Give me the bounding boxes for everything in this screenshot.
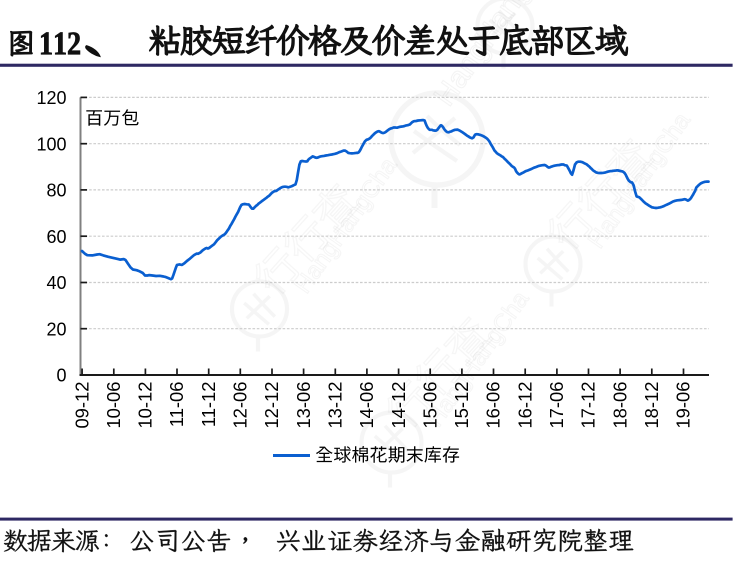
svg-text:18-06: 18-06 xyxy=(609,382,630,429)
svg-text:0: 0 xyxy=(56,366,66,386)
svg-text:12-06: 12-06 xyxy=(230,382,251,429)
svg-text:19-06: 19-06 xyxy=(673,382,694,429)
svg-text:40: 40 xyxy=(46,273,66,293)
svg-text:20: 20 xyxy=(46,319,66,339)
svg-text:13-06: 13-06 xyxy=(293,382,314,429)
svg-text:13-12: 13-12 xyxy=(325,382,346,429)
svg-text:80: 80 xyxy=(46,181,66,201)
svg-text:12-12: 12-12 xyxy=(261,382,282,429)
svg-text:10-06: 10-06 xyxy=(103,382,124,429)
svg-text:15-12: 15-12 xyxy=(451,382,472,429)
svg-text:17-12: 17-12 xyxy=(578,382,599,429)
svg-text:11-06: 11-06 xyxy=(166,382,187,428)
svg-text:60: 60 xyxy=(46,227,66,247)
svg-text:18-12: 18-12 xyxy=(641,382,662,429)
svg-text:120: 120 xyxy=(36,88,66,108)
svg-text:17-06: 17-06 xyxy=(546,382,567,429)
svg-text:14-06: 14-06 xyxy=(356,382,377,429)
svg-text:15-06: 15-06 xyxy=(419,382,440,429)
svg-text:16-06: 16-06 xyxy=(483,382,504,429)
svg-text:10-12: 10-12 xyxy=(135,382,156,429)
svg-text:09-12: 09-12 xyxy=(71,382,92,429)
svg-text:14-12: 14-12 xyxy=(388,382,409,429)
svg-text:11-12: 11-12 xyxy=(198,382,219,428)
svg-text:16-12: 16-12 xyxy=(514,382,535,429)
svg-text:100: 100 xyxy=(36,134,66,154)
